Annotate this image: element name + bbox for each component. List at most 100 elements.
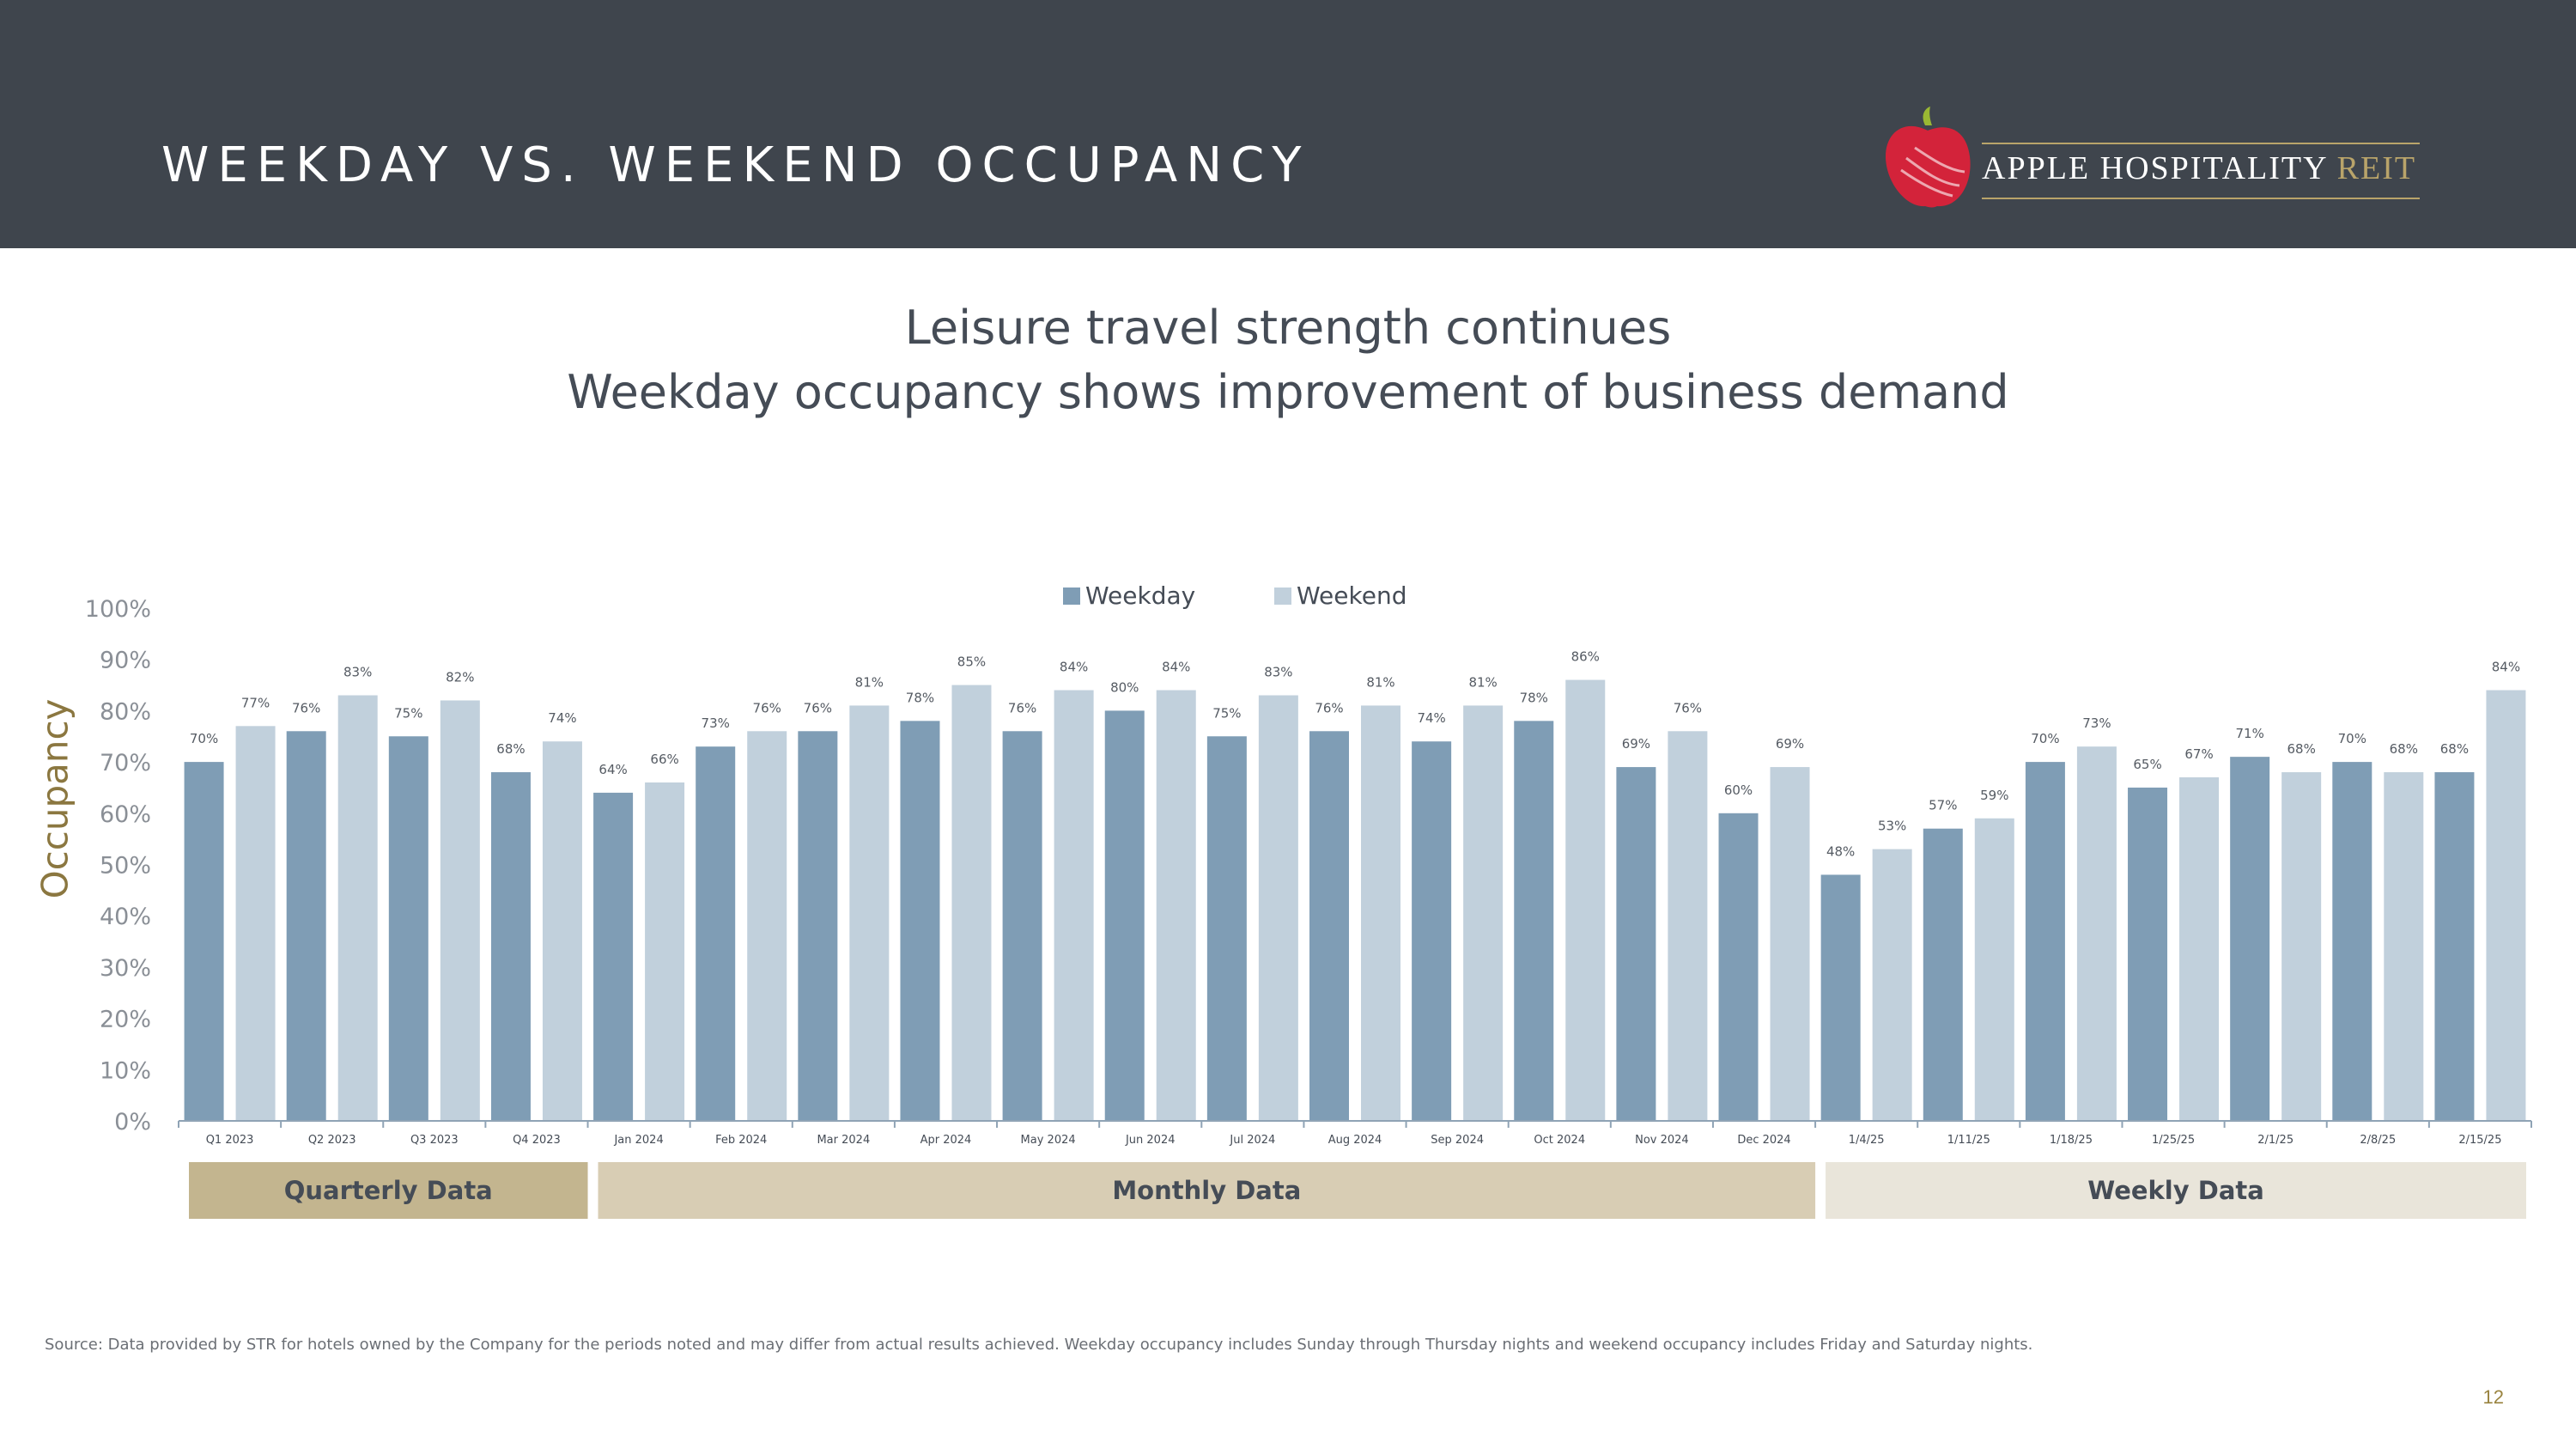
y-tick-label: 20% <box>100 1007 151 1033</box>
legend-swatch-weekday <box>1063 588 1080 605</box>
y-tick-label: 60% <box>100 801 151 828</box>
data-label-weekend: 85% <box>957 654 986 670</box>
data-label-weekday: 80% <box>1110 679 1139 695</box>
data-label-weekend: 76% <box>1674 700 1702 715</box>
data-label-weekend: 84% <box>2492 660 2520 675</box>
data-label-weekday: 65% <box>2133 757 2161 772</box>
x-tick-label: Mar 2024 <box>817 1134 870 1147</box>
bar-weekend <box>645 782 685 1121</box>
occupancy-bar-chart: 0% 10% 20% 30% 40% 50% 60% 70% 80% 90% 100% Weekday… <box>85 581 2532 1219</box>
y-tick-label: 30% <box>100 955 151 982</box>
bar-weekend <box>2179 777 2220 1121</box>
data-label-weekend: 84% <box>1060 660 1088 675</box>
data-label-weekday: 60% <box>1724 782 1753 798</box>
bar-weekday <box>593 792 634 1121</box>
data-label-weekend: 74% <box>548 710 576 726</box>
bar-weekday <box>1923 828 1963 1121</box>
bar-weekend <box>1156 690 1196 1121</box>
bar-weekday <box>2025 762 2065 1121</box>
bar-weekend <box>1668 731 1708 1121</box>
data-label-weekend: 66% <box>650 752 678 767</box>
logo-suffix: REIT <box>2336 150 2417 186</box>
bar-weekday <box>1820 874 1861 1121</box>
data-label-weekday: 76% <box>1315 700 1343 715</box>
legend-label-weekday: Weekday <box>1085 581 1195 610</box>
x-tick-label: Q3 2023 <box>410 1134 459 1147</box>
data-label-weekend: 81% <box>855 674 884 690</box>
data-label-weekday: 57% <box>1929 798 1957 813</box>
bar-weekday <box>1412 741 1452 1121</box>
bar-weekend <box>1463 705 1504 1121</box>
data-label-weekday: 68% <box>2440 741 2469 757</box>
x-tick-label: Q2 2023 <box>308 1134 356 1147</box>
data-label-weekday: 76% <box>804 700 832 715</box>
page-number: 12 <box>2482 1386 2504 1408</box>
bar-weekend <box>1361 705 1400 1121</box>
x-tick-label: 1/18/25 <box>2050 1134 2093 1147</box>
logo-text: APPLE HOSPITALITY REIT <box>1982 149 2416 187</box>
data-label-weekday: 78% <box>906 690 934 705</box>
data-label-weekday: 69% <box>1622 736 1650 752</box>
bar-weekend <box>849 705 890 1121</box>
data-label-weekend: 69% <box>1776 736 1804 752</box>
bar-weekend <box>235 726 276 1121</box>
bar-weekend <box>337 695 378 1121</box>
x-tick-label: 1/4/25 <box>1849 1134 1885 1147</box>
bar-weekend <box>2486 690 2526 1121</box>
x-tick-label: 2/8/25 <box>2360 1134 2396 1147</box>
group-band <box>189 1162 588 1219</box>
data-label-weekend: 81% <box>1366 674 1394 690</box>
data-label-weekend: 81% <box>1468 674 1497 690</box>
bar-weekday <box>1514 721 1554 1121</box>
legend-label-weekend: Weekend <box>1297 581 1406 610</box>
x-tick-label: Q4 2023 <box>513 1134 561 1147</box>
source-note: Source: Data provided by STR for hotels … <box>45 1336 2033 1354</box>
y-tick-label: 50% <box>100 853 151 880</box>
group-band <box>598 1162 1816 1219</box>
data-label-weekday: 48% <box>1826 843 1855 859</box>
x-tick-label: Dec 2024 <box>1737 1134 1790 1147</box>
bar-weekend <box>2384 772 2424 1121</box>
data-label-weekend: 83% <box>343 664 372 679</box>
bar-weekday <box>1718 813 1759 1121</box>
group-band-label: Quarterly Data <box>284 1176 493 1205</box>
logo-name: APPLE HOSPITALITY <box>1982 150 2328 186</box>
bar-weekend <box>951 685 992 1121</box>
x-tick-label: Q1 2023 <box>206 1134 254 1147</box>
data-label-weekend: 53% <box>1878 819 1906 834</box>
x-tick-label: Sep 2024 <box>1431 1134 1484 1147</box>
bar-weekday <box>2332 762 2372 1121</box>
x-tick-label: 2/1/25 <box>2257 1134 2293 1147</box>
data-label-weekend: 84% <box>1162 660 1190 675</box>
data-label-weekday: 70% <box>2338 731 2366 746</box>
company-logo: APPLE HOSPITALITY REIT <box>1880 107 2430 210</box>
y-tick-label: 100% <box>85 596 151 623</box>
bar-weekday <box>696 746 736 1121</box>
subtitle-line-1: Leisure travel strength continues <box>904 301 1672 355</box>
data-label-weekend: 59% <box>1980 788 2008 803</box>
x-tick-label: Aug 2024 <box>1328 1134 1382 1147</box>
bar-weekend <box>1974 818 2014 1121</box>
data-label-weekday: 74% <box>1417 710 1445 726</box>
bar-weekday <box>388 736 428 1121</box>
bar-weekday <box>2230 757 2270 1121</box>
logo-rule-bottom <box>1982 198 2420 199</box>
x-tick-label: Oct 2024 <box>1534 1134 1585 1147</box>
bar-weekend <box>440 700 480 1121</box>
data-label-weekday: 75% <box>1212 705 1241 721</box>
bar-weekend <box>542 741 582 1121</box>
x-tick-label: 1/25/25 <box>2152 1134 2195 1147</box>
bar-weekday <box>2434 772 2475 1121</box>
y-tick-label: 40% <box>100 904 151 930</box>
bar-weekday <box>1616 767 1656 1121</box>
logo-rule-top <box>1982 143 2420 144</box>
bar-weekday <box>286 731 326 1121</box>
bar-weekend <box>2076 746 2117 1121</box>
x-tick-label: Jul 2024 <box>1229 1134 1275 1147</box>
y-tick-label: 80% <box>100 698 151 725</box>
data-label-weekday: 73% <box>702 715 730 731</box>
y-tick-label: 10% <box>100 1057 151 1084</box>
data-label-weekday: 70% <box>190 731 218 746</box>
data-label-weekday: 76% <box>1008 700 1036 715</box>
y-tick-label: 90% <box>100 648 151 674</box>
